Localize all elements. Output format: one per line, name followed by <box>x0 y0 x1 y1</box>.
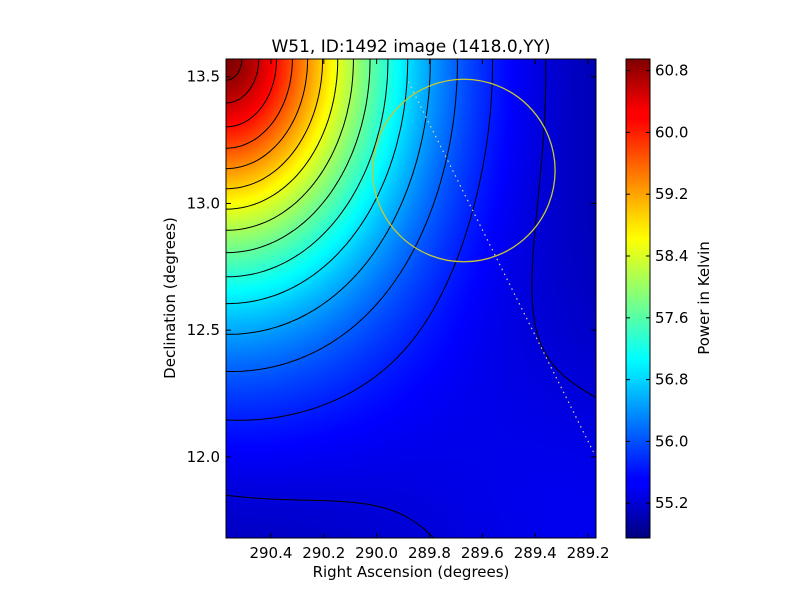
y-axis-label: Declination (degrees) <box>161 217 179 379</box>
colorbar-tick-label: 60.0 <box>655 123 688 141</box>
colorbar-tick-label: 58.4 <box>655 247 688 265</box>
x-tick-label: 289.4 <box>514 544 557 562</box>
x-tick-label: 289.8 <box>408 544 451 562</box>
x-tick-label: 289.6 <box>461 544 504 562</box>
colorbar-tick-label: 56.0 <box>655 432 688 450</box>
plot-frame <box>225 58 597 539</box>
contour-line-10 <box>225 58 324 190</box>
heatmap-image <box>226 59 596 538</box>
contour-line-14 <box>225 58 260 104</box>
beam-circle <box>371 78 556 263</box>
chart-title: W51, ID:1492 image (1418.0,YY) <box>271 37 550 57</box>
colorbar-frame <box>625 58 651 539</box>
contour-line-2 <box>225 59 493 421</box>
contour-line-9 <box>226 59 339 210</box>
x-tick-label: 290.2 <box>302 544 345 562</box>
contour-line-1 <box>225 58 597 539</box>
contour-line-3 <box>225 59 458 372</box>
colorbar-tick-label: 57.6 <box>655 309 688 327</box>
colorbar-tick-label: 59.2 <box>655 185 688 203</box>
colorbar-tick-label: 60.8 <box>655 62 688 80</box>
contour-line-11 <box>225 58 309 170</box>
contour-line-7 <box>226 59 371 254</box>
colorbar-label: Power in Kelvin <box>695 241 713 355</box>
contour-line-13 <box>225 58 277 128</box>
x-tick-label: 290.4 <box>249 544 292 562</box>
x-axis-ticks: 290.4 290.2 290.0 289.8 289.6 289.4 289.2 <box>249 59 610 562</box>
contour-line-6 <box>226 59 389 278</box>
plot-area: 290.4 290.2 290.0 289.8 289.6 289.4 289.2 12.0… <box>187 58 610 562</box>
x-tick-label: 290.0 <box>355 544 398 562</box>
y-tick-label: 13.0 <box>187 194 220 212</box>
y-tick-label: 13.5 <box>187 68 220 86</box>
contour-line-12 <box>225 58 293 149</box>
y-tick-label: 12.5 <box>187 321 220 339</box>
x-tick-label: 289.2 <box>567 544 610 562</box>
x-axis-label: Right Ascension (degrees) <box>313 563 510 581</box>
colorbar: 55.2 56.0 56.8 57.6 58.4 59.2 60.0 60.8 Power i… <box>625 58 713 539</box>
contour-line-8 <box>225 59 354 231</box>
colorbar-tick-label: 55.2 <box>655 494 688 512</box>
contour-line-4 <box>226 59 431 335</box>
y-tick-label: 12.0 <box>187 448 220 466</box>
y-axis-ticks: 12.0 12.5 13.0 13.5 <box>187 68 596 466</box>
colorbar-tick-label: 56.8 <box>655 371 688 389</box>
colorbar-gradient <box>626 59 650 538</box>
colorbar-ticks: 55.2 56.0 56.8 57.6 58.4 59.2 60.0 60.8 <box>626 62 688 512</box>
contour-line-15 <box>225 58 243 81</box>
